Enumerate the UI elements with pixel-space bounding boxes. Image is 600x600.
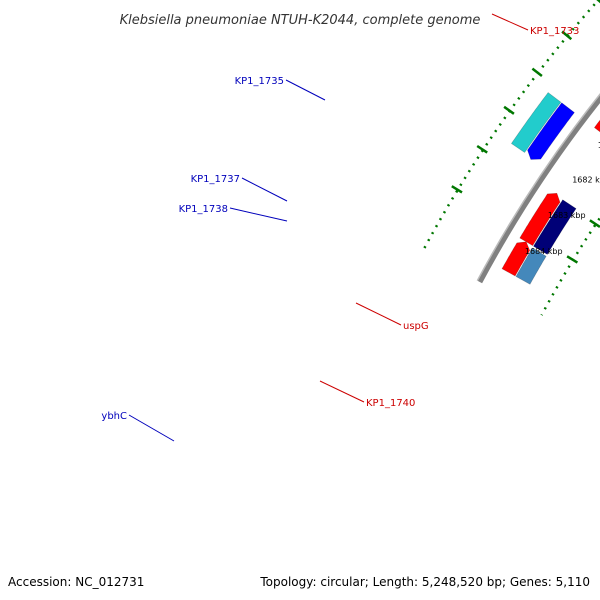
feature-label-kp1-1733: KP1_1733 bbox=[530, 26, 579, 37]
topology-text: Topology: circular; Length: 5,248,520 bp… bbox=[259, 575, 590, 589]
label-leader-kp1-1738 bbox=[229, 207, 288, 222]
feature-label-ybhc: ybhC bbox=[101, 411, 127, 422]
tick-mark-outer bbox=[561, 30, 573, 41]
feature-label-kp1-1738: KP1_1738 bbox=[179, 204, 228, 215]
cds-ybhc[interactable] bbox=[527, 102, 575, 160]
tick-label: 1683 kbp bbox=[548, 211, 586, 220]
tick-label: 1681 kbp bbox=[598, 141, 600, 150]
genome-backbone-highlight bbox=[476, 93, 600, 282]
cds-kp1-1740[interactable] bbox=[593, 40, 600, 137]
label-leader-kp1-1740 bbox=[319, 380, 365, 403]
genome-backbone bbox=[477, 95, 600, 284]
label-leader-kp1-1735 bbox=[285, 79, 326, 101]
gene-ybhc[interactable] bbox=[510, 92, 562, 153]
feature-label-uspg: uspG bbox=[403, 321, 429, 332]
tick-mark-outer bbox=[476, 144, 488, 154]
label-leader-kp1-1733 bbox=[491, 13, 529, 31]
label-leader-ybhc bbox=[128, 414, 175, 442]
inner-dotted-ring bbox=[540, 215, 600, 316]
tick-mark bbox=[566, 255, 579, 264]
label-leader-uspg bbox=[355, 302, 402, 326]
tick-label: 1684 kbp bbox=[525, 247, 563, 256]
label-leader-kp1-1737 bbox=[241, 177, 288, 202]
backbone-layer bbox=[421, 0, 600, 316]
accession-text: Accession: NC_012731 bbox=[8, 575, 144, 589]
tick-mark bbox=[589, 219, 600, 228]
tick-mark-outer bbox=[503, 105, 515, 115]
gene-kp1-1743[interactable] bbox=[533, 199, 577, 255]
feature-label-kp1-1737: KP1_1737 bbox=[191, 174, 240, 185]
label-layer: KP1_1733 KP1_1735 KP1_1737 KP1_1738 uspG KP1_… bbox=[101, 13, 579, 442]
tick-label: 1682 kbp bbox=[572, 175, 600, 184]
map-title: Klebsiella pneumoniae NTUH-K2044, comple… bbox=[120, 13, 481, 28]
feature-layer bbox=[501, 40, 600, 285]
feature-label-kp1-1735: KP1_1735 bbox=[235, 76, 284, 87]
tick-layer: 1673 kbp1674 kbp1675 kbp1676 kbp1677 kbp… bbox=[451, 0, 600, 264]
feature-label-kp1-1740: KP1_1740 bbox=[366, 398, 415, 409]
tick-mark-outer bbox=[451, 185, 463, 194]
gene-kp1-1744[interactable] bbox=[515, 247, 547, 285]
cds-kp1-1744[interactable] bbox=[501, 241, 531, 277]
tick-mark-outer bbox=[531, 67, 543, 77]
cds-kp1-1743[interactable] bbox=[519, 192, 561, 247]
tick-mark-outer bbox=[596, 0, 600, 4]
